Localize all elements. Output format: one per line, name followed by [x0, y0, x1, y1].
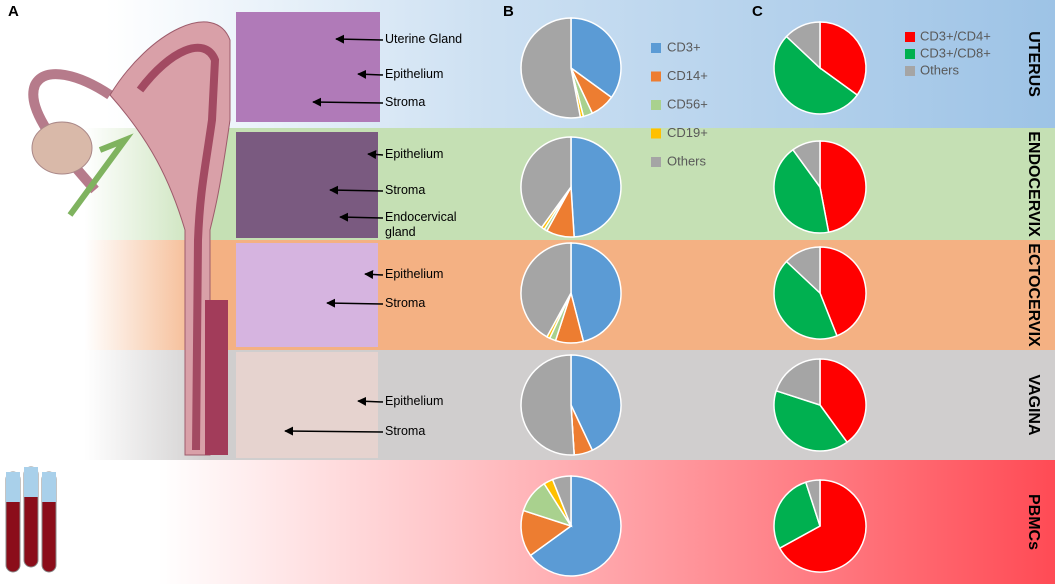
legend-swatch: [651, 157, 661, 167]
pie-slice: [773, 148, 830, 234]
legend-swatch: [651, 43, 661, 53]
legend-swatch: [905, 49, 915, 59]
pie-slice: [570, 17, 622, 99]
blood-tubes: [5, 466, 57, 573]
pie-slice: [785, 246, 821, 295]
pie-slice: [570, 136, 622, 238]
pie-slice: [529, 475, 622, 577]
legend-swatch: [905, 66, 915, 76]
pie-slice: [551, 475, 572, 527]
pie-slice: [773, 481, 821, 550]
pie-slice: [520, 136, 572, 229]
annotation-arrow: [339, 212, 384, 222]
micrograph: [236, 132, 378, 238]
legend-label: CD14+: [667, 68, 708, 83]
pie-slice: [520, 354, 575, 456]
legend-swatch: [651, 128, 661, 139]
legend-label: CD56+: [667, 96, 708, 111]
legend-swatch: [651, 100, 661, 110]
annotation-label: Epithelium: [385, 147, 444, 161]
pie-slice: [775, 358, 821, 407]
row-label: UTERUS: [1025, 31, 1042, 97]
pie-slice: [819, 246, 867, 337]
pie-slice: [773, 260, 838, 340]
legend-label: CD3+/CD8+: [920, 45, 991, 60]
legend-label: CD3+: [667, 39, 701, 54]
pie-slice: [785, 21, 821, 70]
annotation-arrow: [329, 185, 384, 195]
panel-label: C: [752, 3, 763, 20]
annotation-label: Stroma: [385, 95, 426, 109]
annotation-arrow: [312, 97, 384, 107]
annotation-label: Endocervical gland: [385, 210, 457, 239]
annotation-arrow: [357, 396, 384, 406]
annotation-label: Uterine Gland: [385, 32, 463, 46]
legend-swatch: [651, 71, 661, 82]
uterus-illustration: [28, 21, 231, 456]
pie-slice: [804, 479, 821, 527]
annotation-label: Stroma: [385, 183, 426, 197]
row-label: PBMCs: [1025, 494, 1042, 550]
annotation-label: Stroma: [385, 424, 426, 438]
annotation-label: Epithelium: [385, 67, 444, 81]
legend-label: CD19+: [667, 125, 708, 140]
legend-label: Others: [920, 62, 960, 77]
pie-slice: [570, 242, 622, 343]
annotation-label: Epithelium: [385, 267, 444, 281]
pie-slice: [773, 35, 859, 115]
row-label: VAGINA: [1025, 374, 1042, 435]
pie-slice: [791, 140, 821, 190]
pie-slice: [819, 21, 867, 97]
annotation-label: Epithelium: [385, 394, 444, 408]
annotation-label: Stroma: [385, 296, 426, 310]
row-label: ENDOCERVIX: [1025, 131, 1042, 237]
micrograph: [236, 12, 380, 122]
annotation-arrow: [326, 298, 384, 308]
legend-swatch: [905, 32, 915, 42]
annotation-arrow: [367, 150, 384, 160]
annotation-arrow: [364, 269, 384, 279]
row-label: ECTOCERVIX: [1025, 243, 1042, 347]
pie-slice: [520, 17, 582, 119]
panel-label: B: [503, 3, 514, 20]
micrograph: [236, 243, 378, 347]
pie-slice: [819, 140, 867, 234]
annotation-arrow: [357, 69, 384, 79]
pie-slice: [778, 479, 867, 573]
legend-label: CD3+/CD4+: [920, 28, 991, 43]
legend-label: Others: [667, 153, 707, 168]
micrograph: [236, 352, 378, 458]
pie-slice: [570, 354, 622, 452]
pie-slice: [819, 358, 867, 444]
pie-slice: [520, 242, 572, 338]
annotation-arrow: [284, 426, 384, 436]
annotation-arrow: [335, 34, 384, 44]
pie-slice: [773, 389, 849, 452]
panel-label: A: [8, 3, 19, 20]
